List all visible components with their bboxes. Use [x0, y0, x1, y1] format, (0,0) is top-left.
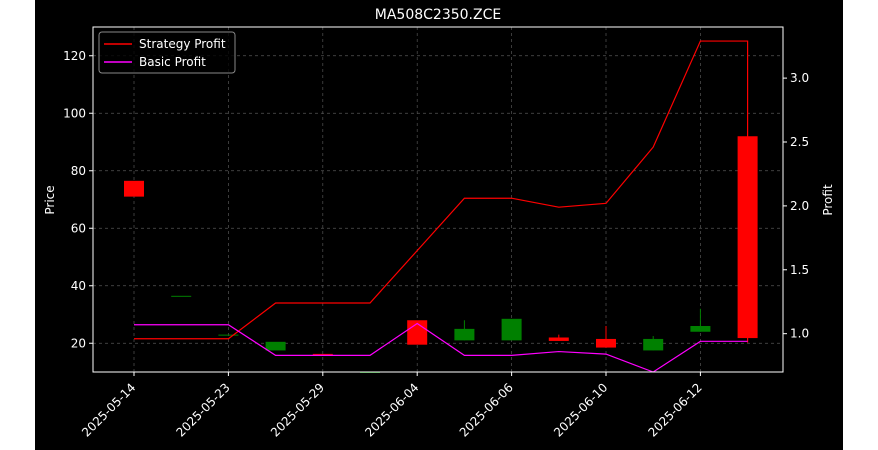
y-left-tick-label: 20 [71, 336, 86, 350]
x-tick-label: 2025-05-14 [79, 380, 138, 439]
candle-body [548, 337, 569, 341]
candle-body [124, 180, 144, 197]
y-right-tick-label: 1.0 [790, 327, 809, 341]
x-tick-label: 2025-06-10 [551, 380, 610, 439]
candle-body [690, 326, 711, 332]
legend-label-basic: Basic Profit [139, 55, 206, 69]
candle-body [312, 353, 333, 355]
y-axis-right-label: Profit [821, 184, 835, 216]
basic-profit-line [134, 322, 748, 373]
plot-border [92, 26, 784, 373]
x-tick-label: 2025-06-04 [362, 380, 421, 439]
y-right-tick-label: 3.0 [790, 71, 809, 85]
y-axis-left-label: Price [43, 185, 57, 214]
legend: Strategy Profit Basic Profit [98, 31, 236, 74]
candle-body [454, 328, 475, 341]
y-right-tick-label: 2.5 [790, 135, 809, 149]
y-right-tick-label: 1.5 [790, 263, 809, 277]
y-left-tick-label: 80 [71, 164, 86, 178]
y-left-tick-label: 100 [63, 106, 86, 120]
x-tick-label: 2025-06-06 [457, 380, 516, 439]
candle-body [171, 295, 192, 297]
x-tick-label: 2025-05-23 [174, 380, 233, 439]
candle-body [265, 341, 286, 351]
legend-label-strategy: Strategy Profit [139, 37, 226, 51]
x-tick-label: 2025-05-29 [268, 380, 327, 439]
candle-body [596, 338, 616, 348]
candle-body [501, 318, 522, 341]
y-left-tick-label: 40 [71, 279, 86, 293]
y-left-tick-label: 60 [71, 221, 86, 235]
x-tick-label: 2025-06-12 [646, 380, 705, 439]
strategy-profit-line [134, 40, 749, 343]
chart-svg: 2025-05-14 2025-05-23 2025-05-29 2025-06-04… [43, 7, 835, 440]
candle-body [643, 338, 664, 351]
y-left-tick-label: 120 [63, 49, 86, 63]
chart-title: MA508C2350.ZCE [375, 7, 501, 23]
chart-frame: 2025-05-14 2025-05-23 2025-05-29 2025-06-04… [35, 0, 843, 450]
legend-box [98, 31, 236, 74]
candle-body [218, 334, 239, 336]
y-right-tick-label: 2.0 [790, 199, 809, 213]
